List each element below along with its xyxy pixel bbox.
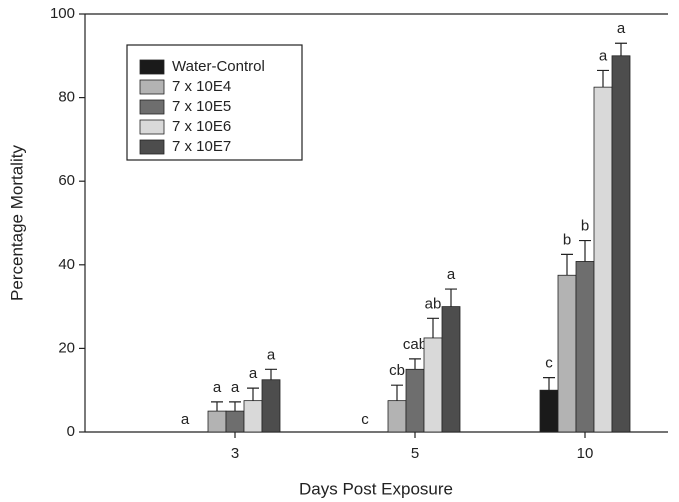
bar — [575, 261, 595, 433]
error-bar — [265, 368, 277, 380]
significance-label: a — [447, 266, 456, 283]
legend-label: 7 x 10E4 — [172, 78, 231, 95]
error-bar — [597, 69, 609, 88]
y-tick-label: 60 — [58, 172, 75, 189]
significance-label: a — [599, 47, 608, 64]
error-bar — [561, 253, 573, 276]
bar — [611, 55, 631, 433]
y-tick-label: 100 — [50, 5, 75, 22]
significance-label: a — [267, 346, 276, 363]
x-tick-label: 10 — [577, 445, 594, 462]
x-axis-title: Days Post Exposure — [299, 479, 453, 498]
bar — [243, 400, 263, 433]
error-bar — [409, 358, 421, 370]
error-bar — [427, 317, 439, 338]
bar — [557, 274, 577, 433]
error-bar — [391, 384, 403, 401]
significance-label: ab — [425, 295, 442, 312]
bar — [387, 400, 407, 433]
y-tick-label: 80 — [58, 89, 75, 106]
significance-label: b — [581, 218, 589, 235]
significance-label: a — [181, 411, 190, 428]
y-tick-label: 40 — [58, 256, 75, 273]
x-tick-label: 3 — [231, 445, 239, 462]
legend-swatch — [139, 59, 165, 75]
bar — [207, 410, 227, 433]
bar — [539, 389, 559, 433]
significance-label: a — [231, 379, 240, 396]
bar — [261, 379, 281, 433]
error-bar — [543, 377, 555, 391]
error-bar — [615, 42, 627, 56]
significance-label: c — [545, 355, 553, 372]
legend-swatch — [139, 139, 165, 155]
bar — [405, 368, 425, 433]
y-tick-label: 0 — [67, 423, 75, 440]
legend-label: 7 x 10E7 — [172, 138, 231, 155]
significance-label: cb — [389, 362, 405, 379]
legend-swatch — [139, 99, 165, 115]
bar — [593, 86, 613, 433]
significance-label: a — [617, 20, 626, 37]
significance-label: cab — [403, 336, 427, 353]
significance-label: b — [563, 231, 571, 248]
legend-label: Water-Control — [172, 58, 265, 75]
bar — [423, 337, 443, 433]
bar — [441, 306, 461, 433]
error-bar — [579, 239, 591, 262]
error-bar — [445, 288, 457, 307]
bar — [225, 410, 245, 433]
legend-label: 7 x 10E5 — [172, 98, 231, 115]
error-bar — [247, 387, 259, 401]
x-tick-label: 5 — [411, 445, 419, 462]
significance-label: a — [249, 365, 258, 382]
significance-label: c — [361, 411, 369, 428]
y-tick-label: 20 — [58, 339, 75, 356]
error-bar — [211, 401, 223, 412]
error-bar — [229, 401, 241, 412]
legend-swatch — [139, 79, 165, 95]
y-axis-title: Percentage Mortality — [7, 145, 26, 301]
legend-swatch — [139, 119, 165, 135]
significance-label: a — [213, 379, 222, 396]
legend-label: 7 x 10E6 — [172, 118, 231, 135]
